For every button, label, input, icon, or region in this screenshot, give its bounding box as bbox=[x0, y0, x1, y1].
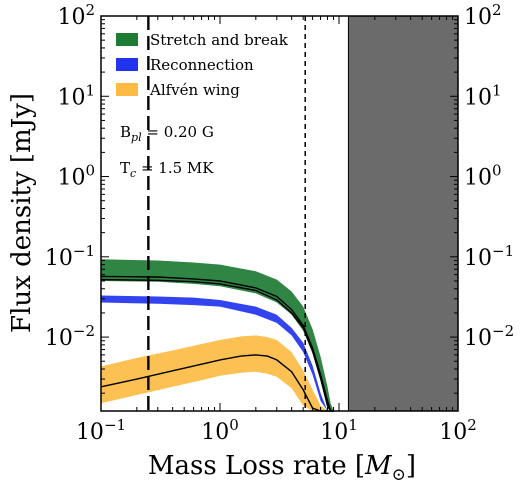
x-tick-label: 101 bbox=[320, 416, 358, 445]
x-tick-label: 100 bbox=[201, 416, 239, 445]
plot-frame bbox=[100, 15, 459, 412]
legend: Stretch and break Reconnection Alfvén wing bbox=[116, 31, 289, 99]
curve-alfven-wing bbox=[100, 354, 331, 412]
y-tick-label-right: 10−2 bbox=[464, 322, 514, 351]
y-tick-label-left: 10−2 bbox=[45, 322, 95, 351]
y-tick-label-right: 100 bbox=[464, 162, 502, 191]
annotation-tc: Tc = 1.5 MK bbox=[120, 159, 214, 180]
y-tick-label-right: 101 bbox=[464, 81, 502, 110]
y-tick-label-right: 102 bbox=[464, 1, 502, 30]
band-alfven-wing bbox=[101, 335, 331, 411]
tick-labels-group: 10−1 100 101 102 10−2 10−2 10−1 10−1 100 100 101 10… bbox=[45, 1, 514, 445]
legend-swatch-stretch-and-break bbox=[116, 33, 138, 46]
y-tick-label-left: 101 bbox=[57, 81, 95, 110]
bands-group bbox=[101, 259, 334, 411]
y-tick-label-left: 10−1 bbox=[45, 242, 95, 271]
y-tick-label-left: 102 bbox=[57, 1, 95, 30]
legend-label-stretch-and-break: Stretch and break bbox=[150, 31, 289, 49]
x-tick-label: 102 bbox=[439, 416, 477, 445]
curves-group bbox=[100, 275, 334, 412]
annotation-bpl: Bpl = 0.20 G bbox=[120, 123, 214, 144]
y-axis-title: Flux density [mJy] bbox=[7, 93, 37, 333]
band-stretch-and-break bbox=[101, 259, 334, 411]
vlines-group bbox=[147, 16, 349, 411]
legend-swatch-alfven-wing bbox=[116, 83, 138, 96]
legend-label-alfven-wing: Alfvén wing bbox=[149, 81, 240, 99]
legend-label-reconnection: Reconnection bbox=[150, 56, 254, 74]
x-tick-label: 10−1 bbox=[76, 416, 126, 445]
y-tick-label-left: 100 bbox=[57, 162, 95, 191]
curve-stretch-upper bbox=[100, 275, 334, 412]
ticks-group bbox=[100, 15, 459, 411]
curve-stretch-lower bbox=[100, 278, 334, 412]
x-axis-title: Mass Loss rate [M⊙] bbox=[148, 451, 416, 485]
excluded-region bbox=[348, 16, 458, 411]
y-tick-label-right: 10−1 bbox=[464, 242, 514, 271]
legend-swatch-reconnection bbox=[116, 58, 138, 71]
